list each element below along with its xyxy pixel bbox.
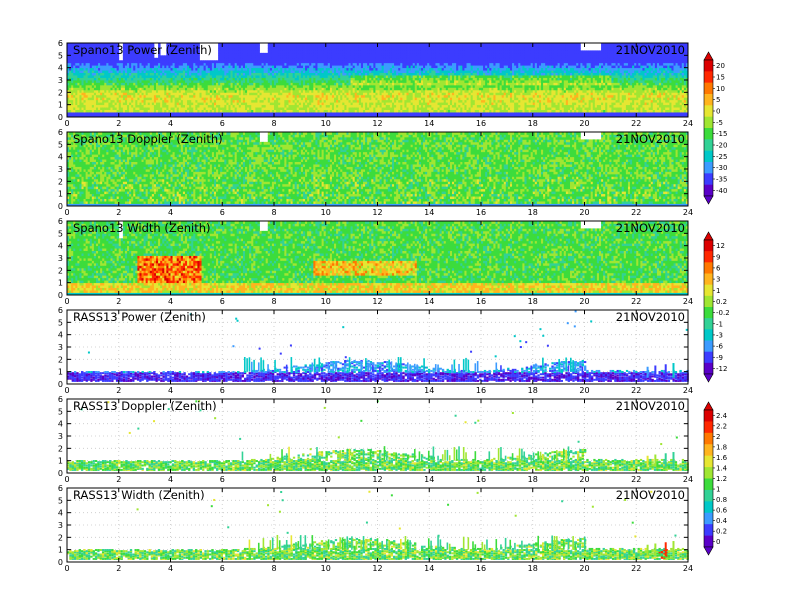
heatmap-cell bbox=[197, 58, 199, 61]
heatmap-cell bbox=[257, 50, 259, 53]
heatmap-cell bbox=[257, 45, 259, 48]
heatmap-cell bbox=[257, 48, 259, 51]
heatmap-cell bbox=[117, 58, 119, 61]
